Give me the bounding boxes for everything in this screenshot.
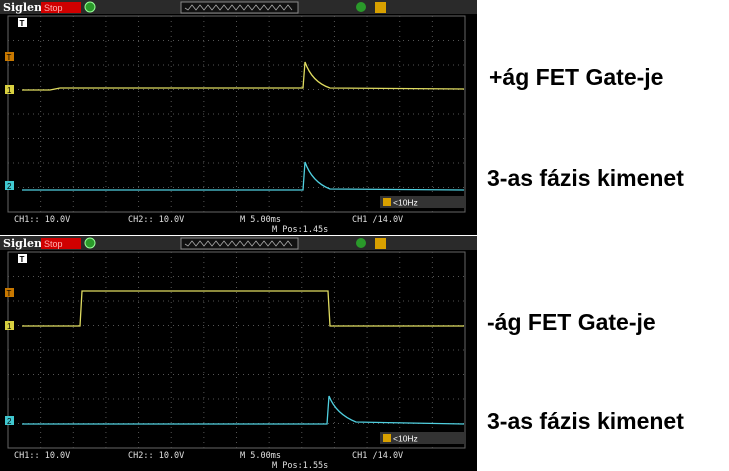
- ch2-setting: CH2:: 10.0V: [128, 215, 184, 225]
- icon: [375, 2, 386, 13]
- brand: Siglent: [3, 1, 48, 14]
- freq-icon: [383, 434, 391, 442]
- timebase: M 5.00ms: [240, 451, 281, 461]
- status-icon: [84, 237, 96, 249]
- timebase: M 5.00ms: [240, 215, 281, 225]
- ch2-setting: CH2:: 10.0V: [128, 451, 184, 461]
- ch1-mark: 1: [7, 322, 12, 331]
- ch1-trace: [22, 290, 464, 327]
- ch1-setting: CH1:: 10.0V: [14, 215, 70, 225]
- ch2-mark-box: [5, 416, 14, 425]
- annotation: -ág FET Gate-je: [487, 309, 656, 335]
- grid-frame: [7, 15, 466, 213]
- trigger-mark: T: [7, 289, 12, 298]
- ch1-mark: 1: [7, 86, 12, 95]
- grid-mark-box: [18, 254, 27, 263]
- ch2-mark: 2: [7, 417, 12, 426]
- freq-box: [380, 196, 464, 208]
- memory-wave: [184, 240, 293, 247]
- ch1-mark-box: [5, 321, 14, 330]
- trigger-mark-box: [5, 52, 14, 61]
- grid-frame: [7, 251, 466, 449]
- status-icon: [84, 1, 96, 13]
- grid-mark: T: [20, 255, 25, 264]
- memory-box: [180, 237, 299, 250]
- memory-box: [180, 1, 299, 14]
- trigger-freq: <10Hz: [393, 198, 418, 208]
- trigger-mark-box: [5, 288, 14, 297]
- freq-icon: [383, 198, 391, 206]
- ch1-mark-box: [5, 85, 14, 94]
- icon: [356, 2, 366, 12]
- memory-wave: [184, 4, 293, 11]
- ch2-trace: [22, 161, 465, 191]
- trigger-freq: <10Hz: [393, 434, 418, 444]
- freq-box: [380, 432, 464, 444]
- icon: [375, 238, 386, 249]
- ch2-mark: 2: [7, 182, 12, 191]
- ch2-trace: [22, 395, 465, 425]
- footer: [0, 213, 477, 235]
- ch1-setting: CH1:: 10.0V: [14, 451, 70, 461]
- ch2-mark-box: [5, 181, 14, 190]
- grid-mark: T: [20, 19, 25, 28]
- position: M Pos:1.45s: [272, 225, 328, 235]
- annotation: 3-as fázis kimenet: [487, 165, 684, 191]
- grid-mark-box: [18, 18, 27, 27]
- annotation: +ág FET Gate-je: [489, 64, 663, 90]
- brand: Siglent: [3, 237, 48, 250]
- position: M Pos:1.55s: [272, 461, 328, 471]
- status: Stop: [44, 239, 63, 249]
- ch1-trace: [22, 61, 465, 91]
- trigger-setting: CH1 /14.0V: [352, 451, 403, 461]
- trigger-setting: CH1 /14.0V: [352, 215, 403, 225]
- trigger-mark: T: [7, 53, 12, 62]
- annotation: 3-as fázis kimenet: [487, 408, 684, 434]
- status: Stop: [44, 3, 63, 13]
- status-box: [41, 2, 81, 13]
- status-box: [41, 238, 81, 249]
- footer: [0, 449, 477, 471]
- icon: [356, 238, 366, 248]
